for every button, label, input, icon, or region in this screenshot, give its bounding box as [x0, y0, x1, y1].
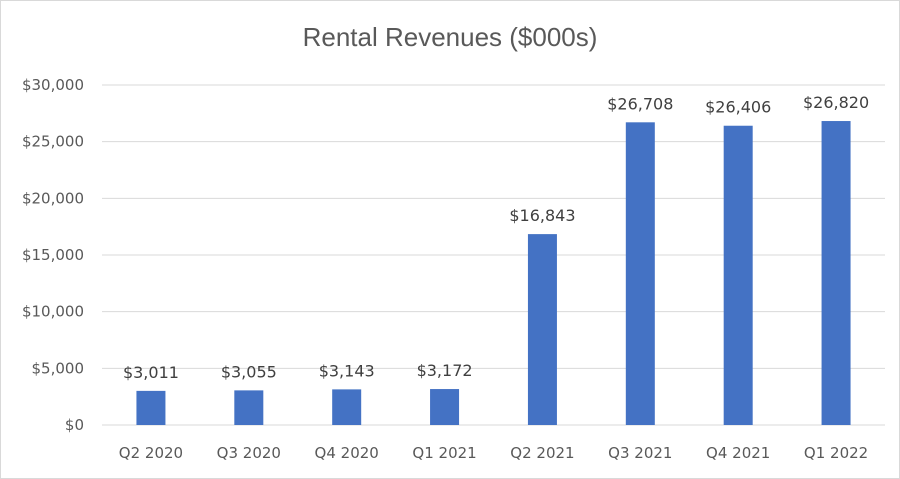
x-tick-label: Q4 2020: [315, 444, 379, 462]
y-tick-label: $30,000: [22, 76, 84, 94]
data-label: $26,708: [607, 94, 673, 113]
x-axis-labels: Q2 2020 Q3 2020 Q4 2020 Q1 2021 Q2 2021 Q3 20…: [119, 444, 868, 462]
x-tick-label: Q3 2020: [217, 444, 281, 462]
y-tick-label: $10,000: [22, 303, 84, 321]
data-label: $3,143: [319, 361, 375, 380]
bar: [234, 390, 264, 425]
data-label: $3,055: [221, 362, 277, 381]
bar: [723, 125, 753, 426]
bar: [136, 390, 166, 425]
data-label: $26,820: [803, 93, 869, 112]
chart-title: Rental Revenues ($000s): [302, 22, 598, 52]
bars: [136, 121, 851, 426]
x-tick-label: Q2 2020: [119, 444, 183, 462]
x-tick-label: Q4 2021: [706, 444, 770, 462]
bar: [527, 234, 557, 425]
y-tick-label: $0: [65, 416, 84, 434]
y-tick-label: $5,000: [32, 359, 85, 377]
y-axis-labels: $0 $5,000 $10,000 $15,000 $20,000 $25,000 $30,…: [22, 76, 84, 434]
x-tick-label: Q1 2022: [804, 444, 868, 462]
x-tick-label: Q3 2021: [608, 444, 672, 462]
bar: [625, 122, 655, 426]
gridlines: [102, 84, 885, 426]
bar: [821, 121, 851, 425]
y-tick-label: $20,000: [22, 189, 84, 207]
x-tick-label: Q1 2021: [412, 444, 476, 462]
x-tick-label: Q2 2021: [510, 444, 574, 462]
data-label: $3,011: [123, 363, 179, 382]
bar: [332, 389, 362, 425]
bar: [430, 389, 460, 425]
y-tick-label: $25,000: [22, 133, 84, 151]
y-tick-label: $15,000: [22, 246, 84, 264]
data-label: $3,172: [417, 361, 473, 380]
data-label: $16,843: [509, 206, 575, 225]
data-labels: $3,011 $3,055 $3,143 $3,172 $16,843 $26,708 $2…: [123, 93, 869, 382]
data-label: $26,406: [705, 98, 771, 117]
